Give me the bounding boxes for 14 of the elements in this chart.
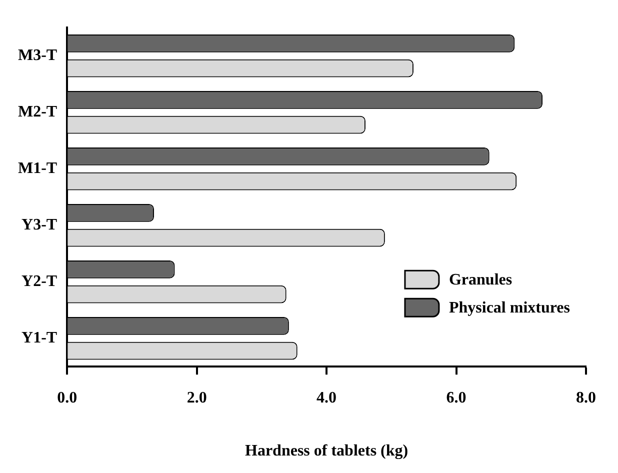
x-tick-label: 0.0 xyxy=(57,389,78,406)
y-tick-label: Y3-T xyxy=(22,216,58,234)
legend-label: Granules xyxy=(448,272,512,289)
x-tick-label: 8.0 xyxy=(576,389,596,406)
x-tick-label: 2.0 xyxy=(186,389,207,406)
x-axis-title: Hardness of tablets (kg) xyxy=(244,442,408,460)
y-tick-label: M3-T xyxy=(18,46,58,64)
y-tick-label: Y1-T xyxy=(22,329,58,346)
y-tick-label: M1-T xyxy=(18,160,58,177)
y-tick-label: M2-T xyxy=(18,103,58,120)
legend-label: Physical mixtures xyxy=(448,300,570,317)
x-tick-label: 6.0 xyxy=(446,389,466,406)
x-tick-label: 4.0 xyxy=(316,389,337,406)
y-tick-label: Y2-T xyxy=(22,272,58,290)
